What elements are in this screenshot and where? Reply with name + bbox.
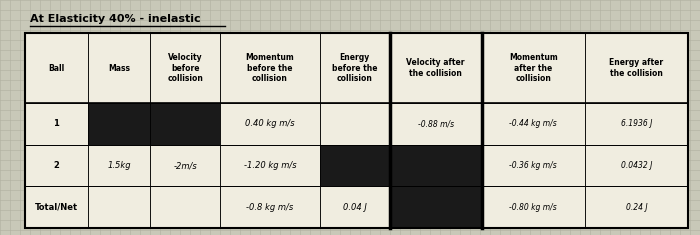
Text: 0.04 J: 0.04 J	[343, 203, 367, 212]
Bar	[320, 145, 390, 186]
Bar	[390, 103, 482, 145]
Text: 6.1936 J: 6.1936 J	[621, 120, 652, 129]
Text: Velocity after
the collision: Velocity after the collision	[407, 59, 465, 78]
Text: Momentum
after the
collision: Momentum after the collision	[509, 53, 558, 83]
Bar	[25, 33, 688, 228]
Bar	[390, 145, 482, 186]
Text: Ball: Ball	[48, 64, 64, 73]
Bar	[390, 33, 482, 103]
Bar	[482, 103, 585, 145]
Text: 0.24 J: 0.24 J	[626, 203, 648, 212]
Text: At Elasticity 40% - inelastic: At Elasticity 40% - inelastic	[30, 14, 201, 24]
Bar	[220, 33, 320, 103]
Bar	[320, 33, 390, 103]
Text: Momentum
before the
collision: Momentum before the collision	[246, 53, 294, 83]
Bar	[220, 103, 320, 145]
Bar	[150, 186, 220, 228]
Bar	[320, 186, 390, 228]
Text: Total/Net: Total/Net	[35, 203, 78, 212]
Bar	[25, 103, 88, 145]
Text: -0.80 kg m/s: -0.80 kg m/s	[510, 203, 557, 212]
Bar	[88, 103, 150, 145]
Bar	[585, 33, 688, 103]
Bar	[482, 33, 585, 103]
Bar	[25, 33, 88, 103]
Text: Energy
before the
collision: Energy before the collision	[332, 53, 377, 83]
Bar	[482, 186, 585, 228]
Text: 1.5kg: 1.5kg	[107, 161, 131, 170]
Bar	[220, 145, 320, 186]
Bar	[390, 186, 482, 228]
Bar	[585, 145, 688, 186]
Text: -0.8 kg m/s: -0.8 kg m/s	[246, 203, 293, 212]
Text: 2: 2	[53, 161, 60, 170]
Bar	[220, 186, 320, 228]
Text: -1.20 kg m/s: -1.20 kg m/s	[244, 161, 296, 170]
Text: -0.44 kg m/s: -0.44 kg m/s	[510, 120, 557, 129]
Text: 0.40 kg m/s: 0.40 kg m/s	[245, 120, 295, 129]
Bar	[585, 186, 688, 228]
Bar	[25, 145, 88, 186]
Text: Velocity
before
collision: Velocity before collision	[167, 53, 203, 83]
Bar	[88, 145, 150, 186]
Text: 0.0432 J: 0.0432 J	[621, 161, 652, 170]
Bar	[150, 33, 220, 103]
Bar	[88, 33, 150, 103]
Bar	[88, 186, 150, 228]
Bar	[585, 103, 688, 145]
Text: Mass: Mass	[108, 64, 130, 73]
Text: -2m/s: -2m/s	[174, 161, 197, 170]
Text: 1: 1	[53, 120, 60, 129]
Text: -0.88 m/s: -0.88 m/s	[418, 120, 454, 129]
Bar	[482, 145, 585, 186]
Text: -0.36 kg m/s: -0.36 kg m/s	[510, 161, 557, 170]
Bar	[150, 145, 220, 186]
Bar	[25, 186, 88, 228]
Bar	[320, 103, 390, 145]
Bar	[150, 103, 220, 145]
Text: Energy after
the collision: Energy after the collision	[610, 59, 664, 78]
